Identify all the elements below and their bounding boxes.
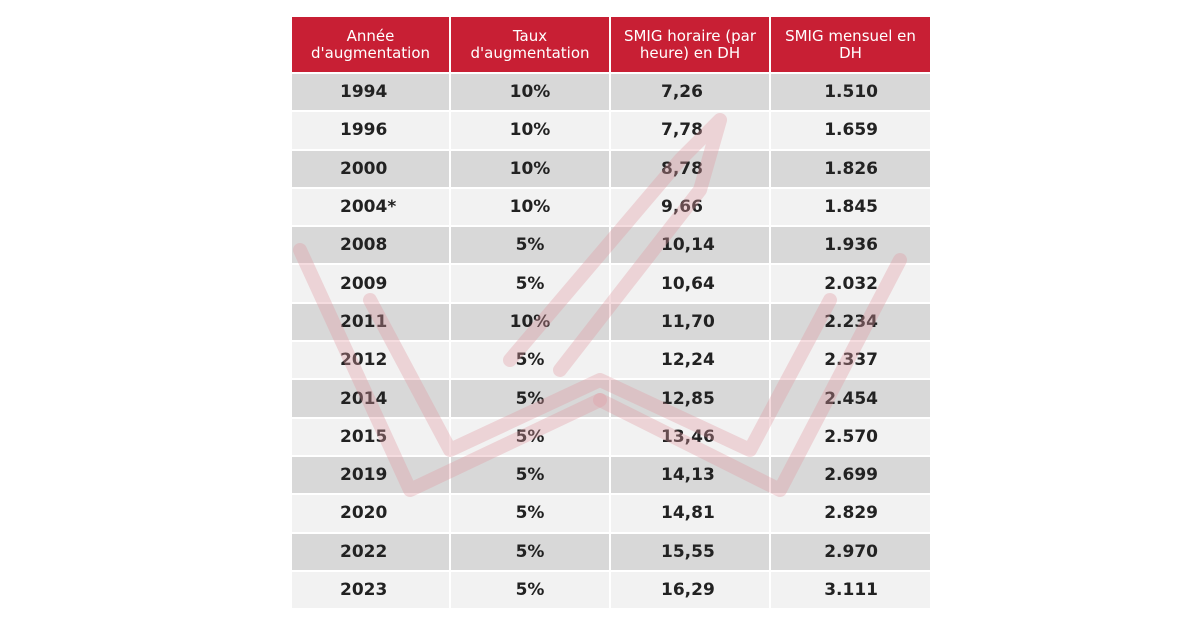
table-row: 2022 5% 15,55 2.970 bbox=[292, 533, 930, 570]
table-row: 2023 5% 16,29 3.111 bbox=[292, 571, 930, 609]
cell-rate: 5% bbox=[451, 342, 609, 379]
cell-monthly: 3.111 bbox=[771, 571, 930, 609]
cell-hourly: 7,26 bbox=[611, 74, 769, 111]
cell-rate: 10% bbox=[451, 74, 609, 111]
cell-year: 1994 bbox=[292, 74, 449, 111]
cell-rate: 5% bbox=[451, 456, 609, 494]
table-row: 2008 5% 10,14 1.936 bbox=[292, 227, 930, 264]
cell-monthly: 2.570 bbox=[771, 418, 930, 455]
cell-hourly: 10,14 bbox=[611, 227, 769, 264]
cell-hourly: 10,64 bbox=[611, 265, 769, 302]
cell-monthly: 1.936 bbox=[771, 227, 930, 264]
cell-rate: 5% bbox=[451, 533, 609, 570]
cell-rate: 10% bbox=[451, 188, 609, 226]
cell-rate: 5% bbox=[451, 265, 609, 302]
cell-year: 2000 bbox=[292, 150, 449, 187]
cell-year: 2020 bbox=[292, 495, 449, 532]
cell-rate: 5% bbox=[451, 571, 609, 609]
cell-year: 2022 bbox=[292, 533, 449, 570]
table-body: 1994 10% 7,26 1.510 1996 10% 7,78 1.659 2000 10% 8… bbox=[292, 74, 930, 609]
cell-hourly: 14,13 bbox=[611, 456, 769, 494]
table-row: 2012 5% 12,24 2.337 bbox=[292, 342, 930, 379]
cell-year: 2019 bbox=[292, 456, 449, 494]
cell-hourly: 14,81 bbox=[611, 495, 769, 532]
table-header-row: Année d'augmentation Taux d'augmentation… bbox=[292, 17, 930, 72]
cell-hourly: 12,24 bbox=[611, 342, 769, 379]
cell-rate: 10% bbox=[451, 303, 609, 341]
cell-hourly: 12,85 bbox=[611, 380, 769, 417]
cell-year: 2004* bbox=[292, 188, 449, 226]
cell-rate: 5% bbox=[451, 227, 609, 264]
cell-hourly: 15,55 bbox=[611, 533, 769, 570]
cell-year: 1996 bbox=[292, 112, 449, 149]
cell-year: 2008 bbox=[292, 227, 449, 264]
cell-rate: 5% bbox=[451, 380, 609, 417]
table-row: 2015 5% 13,46 2.570 bbox=[292, 418, 930, 455]
cell-year: 2015 bbox=[292, 418, 449, 455]
table-row: 2009 5% 10,64 2.032 bbox=[292, 265, 930, 302]
cell-hourly: 16,29 bbox=[611, 571, 769, 609]
cell-year: 2012 bbox=[292, 342, 449, 379]
table-row: 2019 5% 14,13 2.699 bbox=[292, 456, 930, 494]
cell-hourly: 9,66 bbox=[611, 188, 769, 226]
cell-monthly: 2.970 bbox=[771, 533, 930, 570]
column-header-monthly: SMIG mensuel en DH bbox=[771, 17, 930, 72]
cell-year: 2023 bbox=[292, 571, 449, 609]
table-row: 1994 10% 7,26 1.510 bbox=[292, 74, 930, 111]
cell-year: 2014 bbox=[292, 380, 449, 417]
cell-rate: 10% bbox=[451, 150, 609, 187]
table-row: 1996 10% 7,78 1.659 bbox=[292, 112, 930, 149]
cell-hourly: 13,46 bbox=[611, 418, 769, 455]
cell-monthly: 2.699 bbox=[771, 456, 930, 494]
cell-monthly: 2.337 bbox=[771, 342, 930, 379]
cell-monthly: 2.032 bbox=[771, 265, 930, 302]
table-row: 2011 10% 11,70 2.234 bbox=[292, 303, 930, 341]
cell-monthly: 2.234 bbox=[771, 303, 930, 341]
smig-table: Année d'augmentation Taux d'augmentation… bbox=[290, 15, 932, 610]
column-header-rate: Taux d'augmentation bbox=[451, 17, 609, 72]
cell-monthly: 2.454 bbox=[771, 380, 930, 417]
table-row: 2020 5% 14,81 2.829 bbox=[292, 495, 930, 532]
cell-year: 2011 bbox=[292, 303, 449, 341]
cell-rate: 10% bbox=[451, 112, 609, 149]
cell-monthly: 1.826 bbox=[771, 150, 930, 187]
cell-monthly: 1.845 bbox=[771, 188, 930, 226]
cell-monthly: 1.510 bbox=[771, 74, 930, 111]
column-header-year: Année d'augmentation bbox=[292, 17, 449, 72]
cell-hourly: 8,78 bbox=[611, 150, 769, 187]
cell-rate: 5% bbox=[451, 418, 609, 455]
cell-rate: 5% bbox=[451, 495, 609, 532]
cell-hourly: 11,70 bbox=[611, 303, 769, 341]
cell-monthly: 1.659 bbox=[771, 112, 930, 149]
table-row: 2004* 10% 9,66 1.845 bbox=[292, 188, 930, 226]
cell-year: 2009 bbox=[292, 265, 449, 302]
cell-monthly: 2.829 bbox=[771, 495, 930, 532]
column-header-hourly: SMIG horaire (par heure) en DH bbox=[611, 17, 769, 72]
table-row: 2014 5% 12,85 2.454 bbox=[292, 380, 930, 417]
table-row: 2000 10% 8,78 1.826 bbox=[292, 150, 930, 187]
cell-hourly: 7,78 bbox=[611, 112, 769, 149]
